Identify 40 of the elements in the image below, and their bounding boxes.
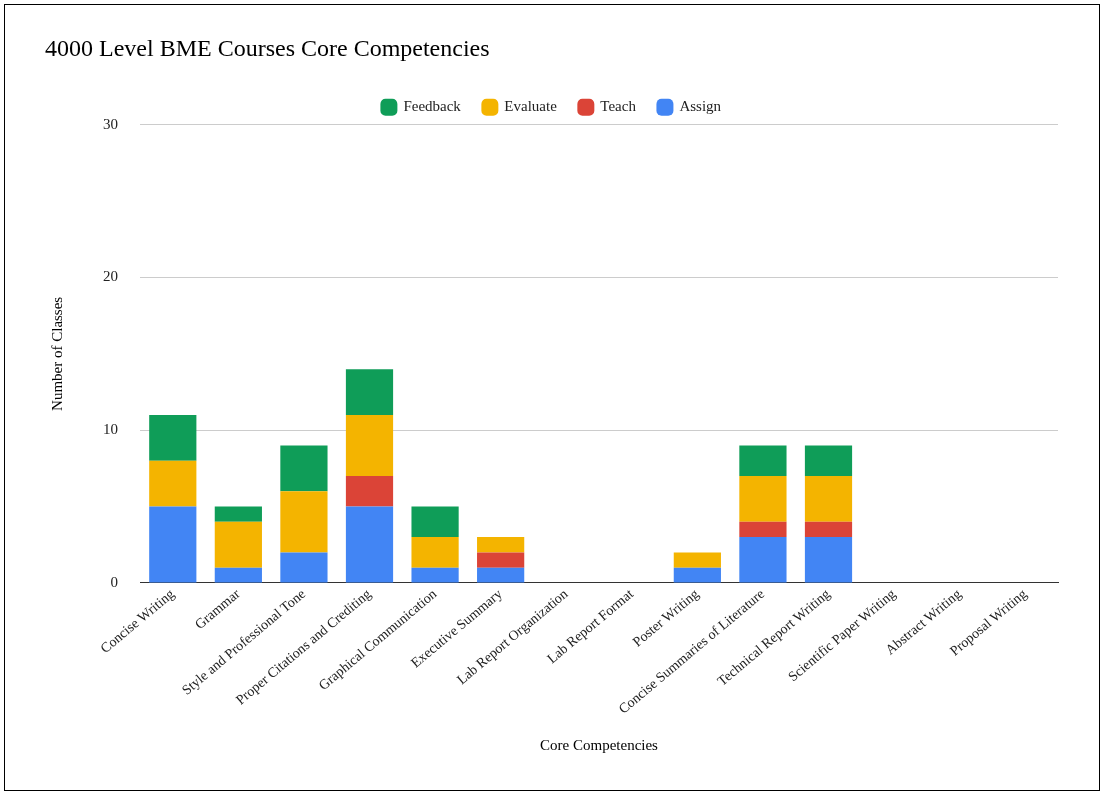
bar [804, 476, 853, 522]
bar [411, 506, 459, 538]
y-tick-label: 20 [103, 268, 118, 285]
bar [345, 369, 394, 415]
bar [280, 552, 328, 583]
legend-label: Assign [679, 98, 722, 115]
bar [214, 521, 262, 568]
bar [673, 552, 721, 568]
bar [673, 567, 721, 583]
legend-label: Evaluate [504, 98, 558, 115]
y-tick-label: 10 [103, 421, 118, 438]
bar [411, 567, 459, 583]
legend-label: Feedback [403, 98, 462, 115]
bar [804, 537, 853, 583]
x-axis-title: Core Competencies [540, 736, 659, 753]
bar [149, 414, 197, 461]
y-tick-label: 0 [110, 573, 118, 590]
bar [739, 445, 787, 477]
bar [804, 445, 853, 477]
bar [411, 537, 459, 568]
bar [149, 460, 197, 507]
bar [345, 506, 394, 583]
bar [477, 552, 525, 568]
bar [345, 476, 394, 507]
bar [739, 476, 787, 522]
y-axis-title: Number of Classes [48, 296, 65, 411]
bar [739, 537, 787, 583]
legend-label: Teach [600, 98, 637, 115]
bar [280, 445, 328, 492]
bar [739, 521, 787, 538]
bar [345, 414, 394, 477]
chart-title: 4000 Level BME Courses Core Competencies [45, 34, 490, 61]
bar [214, 567, 262, 583]
y-tick-label: 30 [103, 115, 118, 132]
bar [477, 537, 525, 553]
bar [214, 506, 262, 522]
bar [477, 567, 525, 583]
bar [804, 521, 853, 538]
bar [149, 506, 197, 583]
bar [280, 491, 328, 553]
